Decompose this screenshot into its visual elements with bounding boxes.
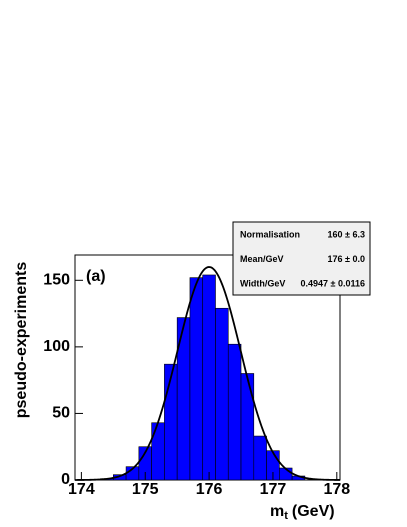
- bar: [227, 343, 242, 481]
- x-label-base: m: [270, 503, 284, 520]
- stat-value: 0.4947 ± 0.0116: [301, 278, 366, 288]
- y-tick-label: 150: [43, 272, 70, 289]
- stat-name: Width/GeV: [240, 278, 285, 288]
- bar: [253, 435, 267, 481]
- x-label-unit: (GeV): [292, 503, 335, 520]
- bar: [164, 363, 178, 481]
- bar: [215, 307, 229, 481]
- bar: [202, 274, 216, 481]
- stat-name: Mean/GeV: [240, 254, 284, 264]
- x-tick-label: 174: [68, 481, 95, 498]
- x-axis-label: mt (GeV): [270, 503, 335, 522]
- bar: [189, 277, 204, 481]
- stats-rows: Normalisation 160 ± 6.3 Mean/GeV 176 ± 0.0 W…: [240, 229, 365, 288]
- x-label-sub: t: [284, 510, 288, 522]
- x-tick-label: 176: [196, 481, 223, 498]
- stat-value: 160 ± 6.3: [328, 229, 365, 239]
- fit-curve: [75, 266, 340, 481]
- y-tick-label: 0: [61, 471, 70, 488]
- plot-area: [75, 266, 340, 481]
- stat-value: 176 ± 0.0: [328, 254, 365, 264]
- y-tick-label: 50: [52, 405, 70, 422]
- annotation: (a): [86, 268, 106, 285]
- stats-box: [232, 221, 371, 296]
- y-axis-label: pseudo-experiments: [13, 262, 30, 419]
- x-tick-label: 177: [260, 481, 287, 498]
- bar: [151, 422, 165, 481]
- x-tick-label: 175: [132, 481, 159, 498]
- stat-name: Normalisation: [240, 229, 300, 239]
- bar: [240, 373, 255, 481]
- y-tick-label: 100: [43, 338, 70, 355]
- x-tick-label: 178: [323, 481, 350, 498]
